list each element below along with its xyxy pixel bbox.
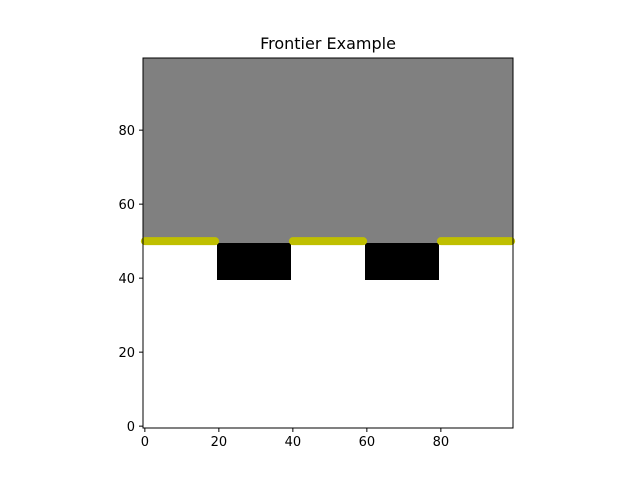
region-free-1 [143,243,513,428]
region-obstacle-3 [365,243,439,280]
axes-frame [142,57,514,429]
x-tick-label-80: 80 [433,435,450,450]
x-tick-label-60: 60 [359,435,376,450]
y-tick-label-80: 80 [118,124,135,139]
region-unknown-0 [143,58,513,243]
y-tick-label-0: 0 [127,420,135,435]
chart-title: Frontier Example [260,34,396,53]
axes: 0 20 40 60 80 0 20 40 60 80 [118,57,514,450]
y-tick-label-40: 40 [118,272,135,287]
plot-area [140,58,516,428]
x-tick-label-0: 0 [141,435,149,450]
region-obstacle-2 [217,243,291,280]
x-tick-label-20: 20 [211,435,228,450]
x-tick-label-40: 40 [285,435,302,450]
y-tick-label-20: 20 [118,346,135,361]
y-tick-label-60: 60 [118,198,135,213]
